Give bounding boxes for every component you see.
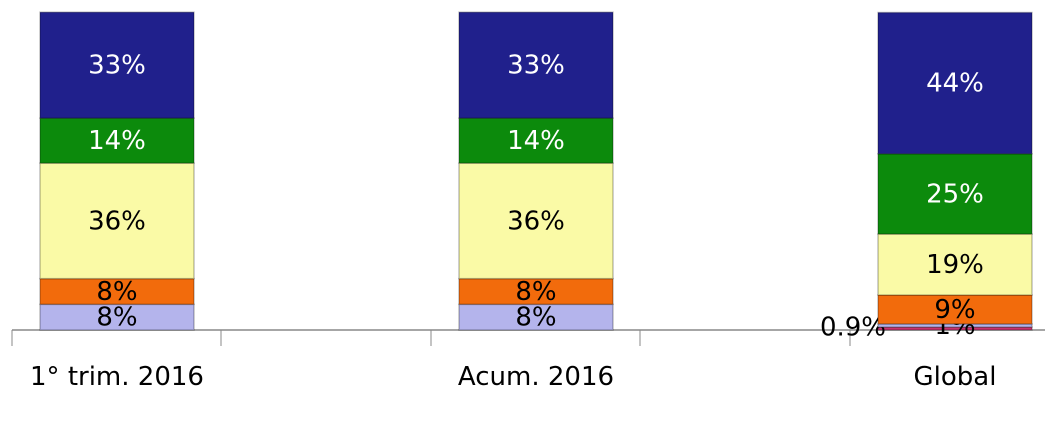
data-label: 33%	[507, 51, 565, 81]
data-label: 33%	[88, 51, 146, 81]
bar-segment	[458, 162, 614, 280]
bar-segment	[877, 233, 1033, 296]
bar-segment	[39, 11, 195, 119]
bar-segment	[39, 277, 195, 306]
x-tick-label: Acum. 2016	[457, 362, 615, 392]
x-tick-label: Global	[913, 362, 997, 392]
bar-segment	[39, 117, 195, 164]
data-label: 14%	[507, 126, 565, 156]
bar-segment	[877, 153, 1033, 235]
data-label: 8%	[96, 303, 137, 333]
data-label: 9%	[934, 295, 975, 325]
bar-segment	[877, 11, 1033, 155]
data-label: 19%	[926, 250, 984, 280]
x-tick-label: 1° trim. 2016	[30, 362, 204, 392]
data-label: 36%	[507, 206, 565, 236]
bar-segment	[458, 11, 614, 119]
bar-segment	[458, 303, 614, 331]
data-label: 8%	[96, 277, 137, 307]
bar-segment	[877, 294, 1033, 325]
data-label: 25%	[926, 179, 984, 209]
data-label: 0.9%	[820, 313, 886, 343]
data-label: 36%	[88, 206, 146, 236]
bar-segment	[458, 117, 614, 164]
bar-segment	[458, 277, 614, 306]
data-label: 8%	[515, 303, 556, 333]
data-label: 8%	[515, 277, 556, 307]
data-label: 44%	[926, 69, 984, 99]
data-label: 14%	[88, 126, 146, 156]
